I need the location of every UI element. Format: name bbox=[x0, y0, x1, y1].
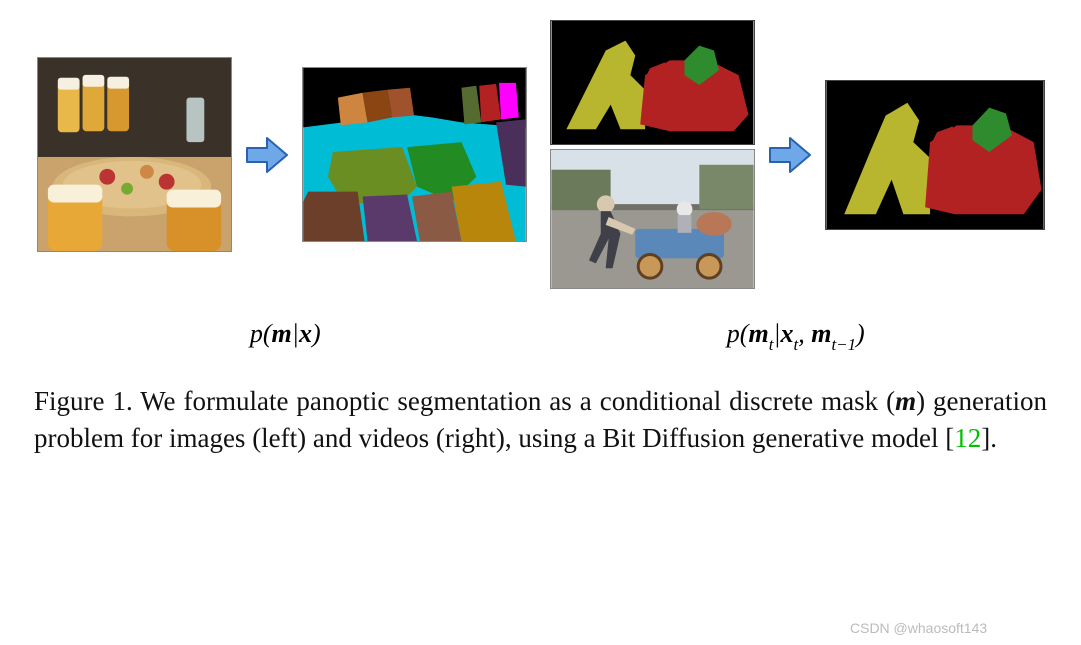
watermark-text: CSDN @whaosoft143 bbox=[850, 620, 987, 636]
eq-var-x: x bbox=[781, 319, 794, 348]
right-example bbox=[550, 20, 1045, 289]
left-output-mask bbox=[302, 67, 527, 242]
equation-right: p(mt|xt, mt−1) bbox=[541, 319, 1052, 353]
left-example bbox=[37, 57, 527, 252]
figure-caption: Figure 1. We formulate panoptic segmenta… bbox=[30, 383, 1051, 456]
equation-left: p(m|x) bbox=[30, 319, 541, 353]
caption-text: ]. bbox=[981, 423, 997, 453]
eq-sub: t bbox=[769, 335, 774, 354]
eq-var-m: m bbox=[748, 319, 768, 348]
eq-text: , bbox=[798, 319, 811, 348]
right-output-mask bbox=[825, 80, 1045, 230]
eq-text: | bbox=[292, 319, 299, 348]
eq-var-x: x bbox=[299, 319, 312, 348]
eq-text: ) bbox=[856, 319, 865, 348]
arrow-icon bbox=[765, 130, 815, 180]
figure-container: p(m|x) p(mt|xt, mt−1) Figure 1. We formu… bbox=[30, 20, 1051, 456]
right-prev-mask bbox=[550, 20, 755, 145]
eq-text: | bbox=[773, 319, 780, 348]
equations-row: p(m|x) p(mt|xt, mt−1) bbox=[30, 319, 1051, 353]
eq-sub: t−1 bbox=[831, 335, 856, 354]
eq-var-m: m bbox=[272, 319, 292, 348]
citation-link[interactable]: 12 bbox=[954, 423, 981, 453]
caption-text: We formulate panoptic segmentation as a … bbox=[133, 386, 895, 416]
left-input-photo bbox=[37, 57, 232, 252]
eq-text: p( bbox=[250, 319, 272, 348]
right-current-photo bbox=[550, 149, 755, 289]
eq-sub: t bbox=[794, 335, 799, 354]
eq-text: ) bbox=[312, 319, 321, 348]
eq-var-m: m bbox=[811, 319, 831, 348]
caption-label: Figure 1. bbox=[34, 386, 133, 416]
right-input-stack bbox=[550, 20, 755, 289]
arrow-icon bbox=[242, 130, 292, 180]
figure-images-row bbox=[30, 20, 1051, 289]
eq-text: p( bbox=[727, 319, 749, 348]
caption-var-m: m bbox=[895, 386, 916, 416]
